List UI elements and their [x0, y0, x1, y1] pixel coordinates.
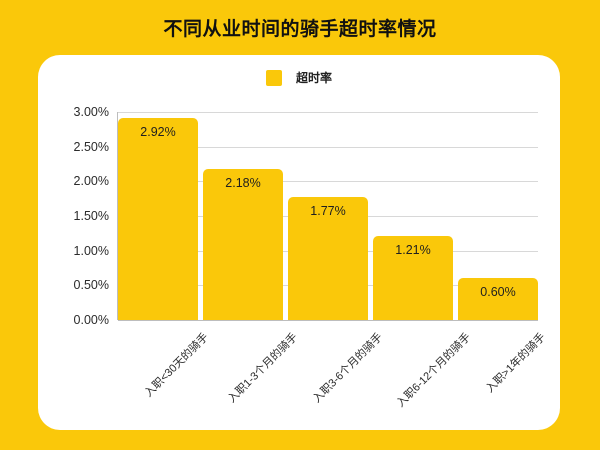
y-axis-tick-label: 0.00%: [73, 313, 109, 327]
gridline: [118, 181, 538, 183]
bar[interactable]: 1.77%: [288, 197, 368, 320]
x-axis-tick-label: 入职3-6个月的骑手: [310, 331, 386, 406]
chart-card: 超时率 0.00% 0.50% 1.00% 1.50% 2.00% 2.50% 3.00% …: [38, 55, 560, 430]
y-axis-tick-label: 2.50%: [73, 139, 109, 154]
bar-series: 2.92% 入职<30天的骑手 2.18% 入职1-3个月的骑手 1.77% 入职3-6个…: [118, 112, 548, 410]
x-axis-tick-label: 入职6-12个月的骑手: [394, 331, 474, 410]
bar-slot: 2.92% 入职<30天的骑手: [118, 112, 211, 399]
legend-swatch-icon: [265, 69, 282, 86]
y-axis-tick-label: 1.50%: [73, 209, 109, 223]
x-axis-tick-label: 入职<30天的骑手: [142, 331, 211, 400]
y-axis-tick-label: 3.00%: [73, 105, 109, 119]
bar-slot: 1.77% 入职3-6个月的骑手: [288, 112, 385, 405]
gridline: [118, 146, 538, 148]
bar-value-label: 1.77%: [310, 204, 346, 219]
bar-value-label: 2.18%: [225, 175, 261, 190]
bar[interactable]: 1.21%: [373, 236, 453, 320]
bar-value-label: 0.60%: [480, 285, 516, 300]
x-axis-tick-label: 入职>1年的骑手: [483, 331, 548, 396]
bar[interactable]: 0.60%: [458, 278, 538, 320]
y-axis-tick-label: 0.50%: [73, 278, 109, 293]
bar-value-label: 2.92%: [140, 124, 176, 139]
x-axis-tick-label: 入职1-3个月的骑手: [225, 331, 301, 406]
bar[interactable]: 2.18%: [203, 168, 283, 320]
gridline: [118, 320, 538, 321]
chart-legend: 超时率: [38, 69, 560, 86]
y-axis-tick-label: 1.00%: [73, 243, 109, 258]
y-axis-tick-label: 2.00%: [73, 174, 109, 189]
bar-slot: 0.60% 入职>1年的骑手: [458, 112, 548, 395]
gridline: [118, 112, 538, 113]
bar-slot: 1.21% 入职6-12个月的骑手: [373, 112, 473, 410]
bar-value-label: 1.21%: [395, 243, 431, 258]
page-title: 不同从业时间的骑手超时率情况: [163, 19, 437, 40]
plot-area: 0.00% 0.50% 1.00% 1.50% 2.00% 2.50% 3.00% 2.92…: [74, 105, 548, 410]
legend-item-label: 超时率: [295, 71, 332, 85]
bar-slot: 2.18% 入职1-3个月的骑手: [203, 112, 300, 405]
bar[interactable]: 2.92%: [118, 117, 198, 320]
y-axis-line: [117, 112, 118, 320]
